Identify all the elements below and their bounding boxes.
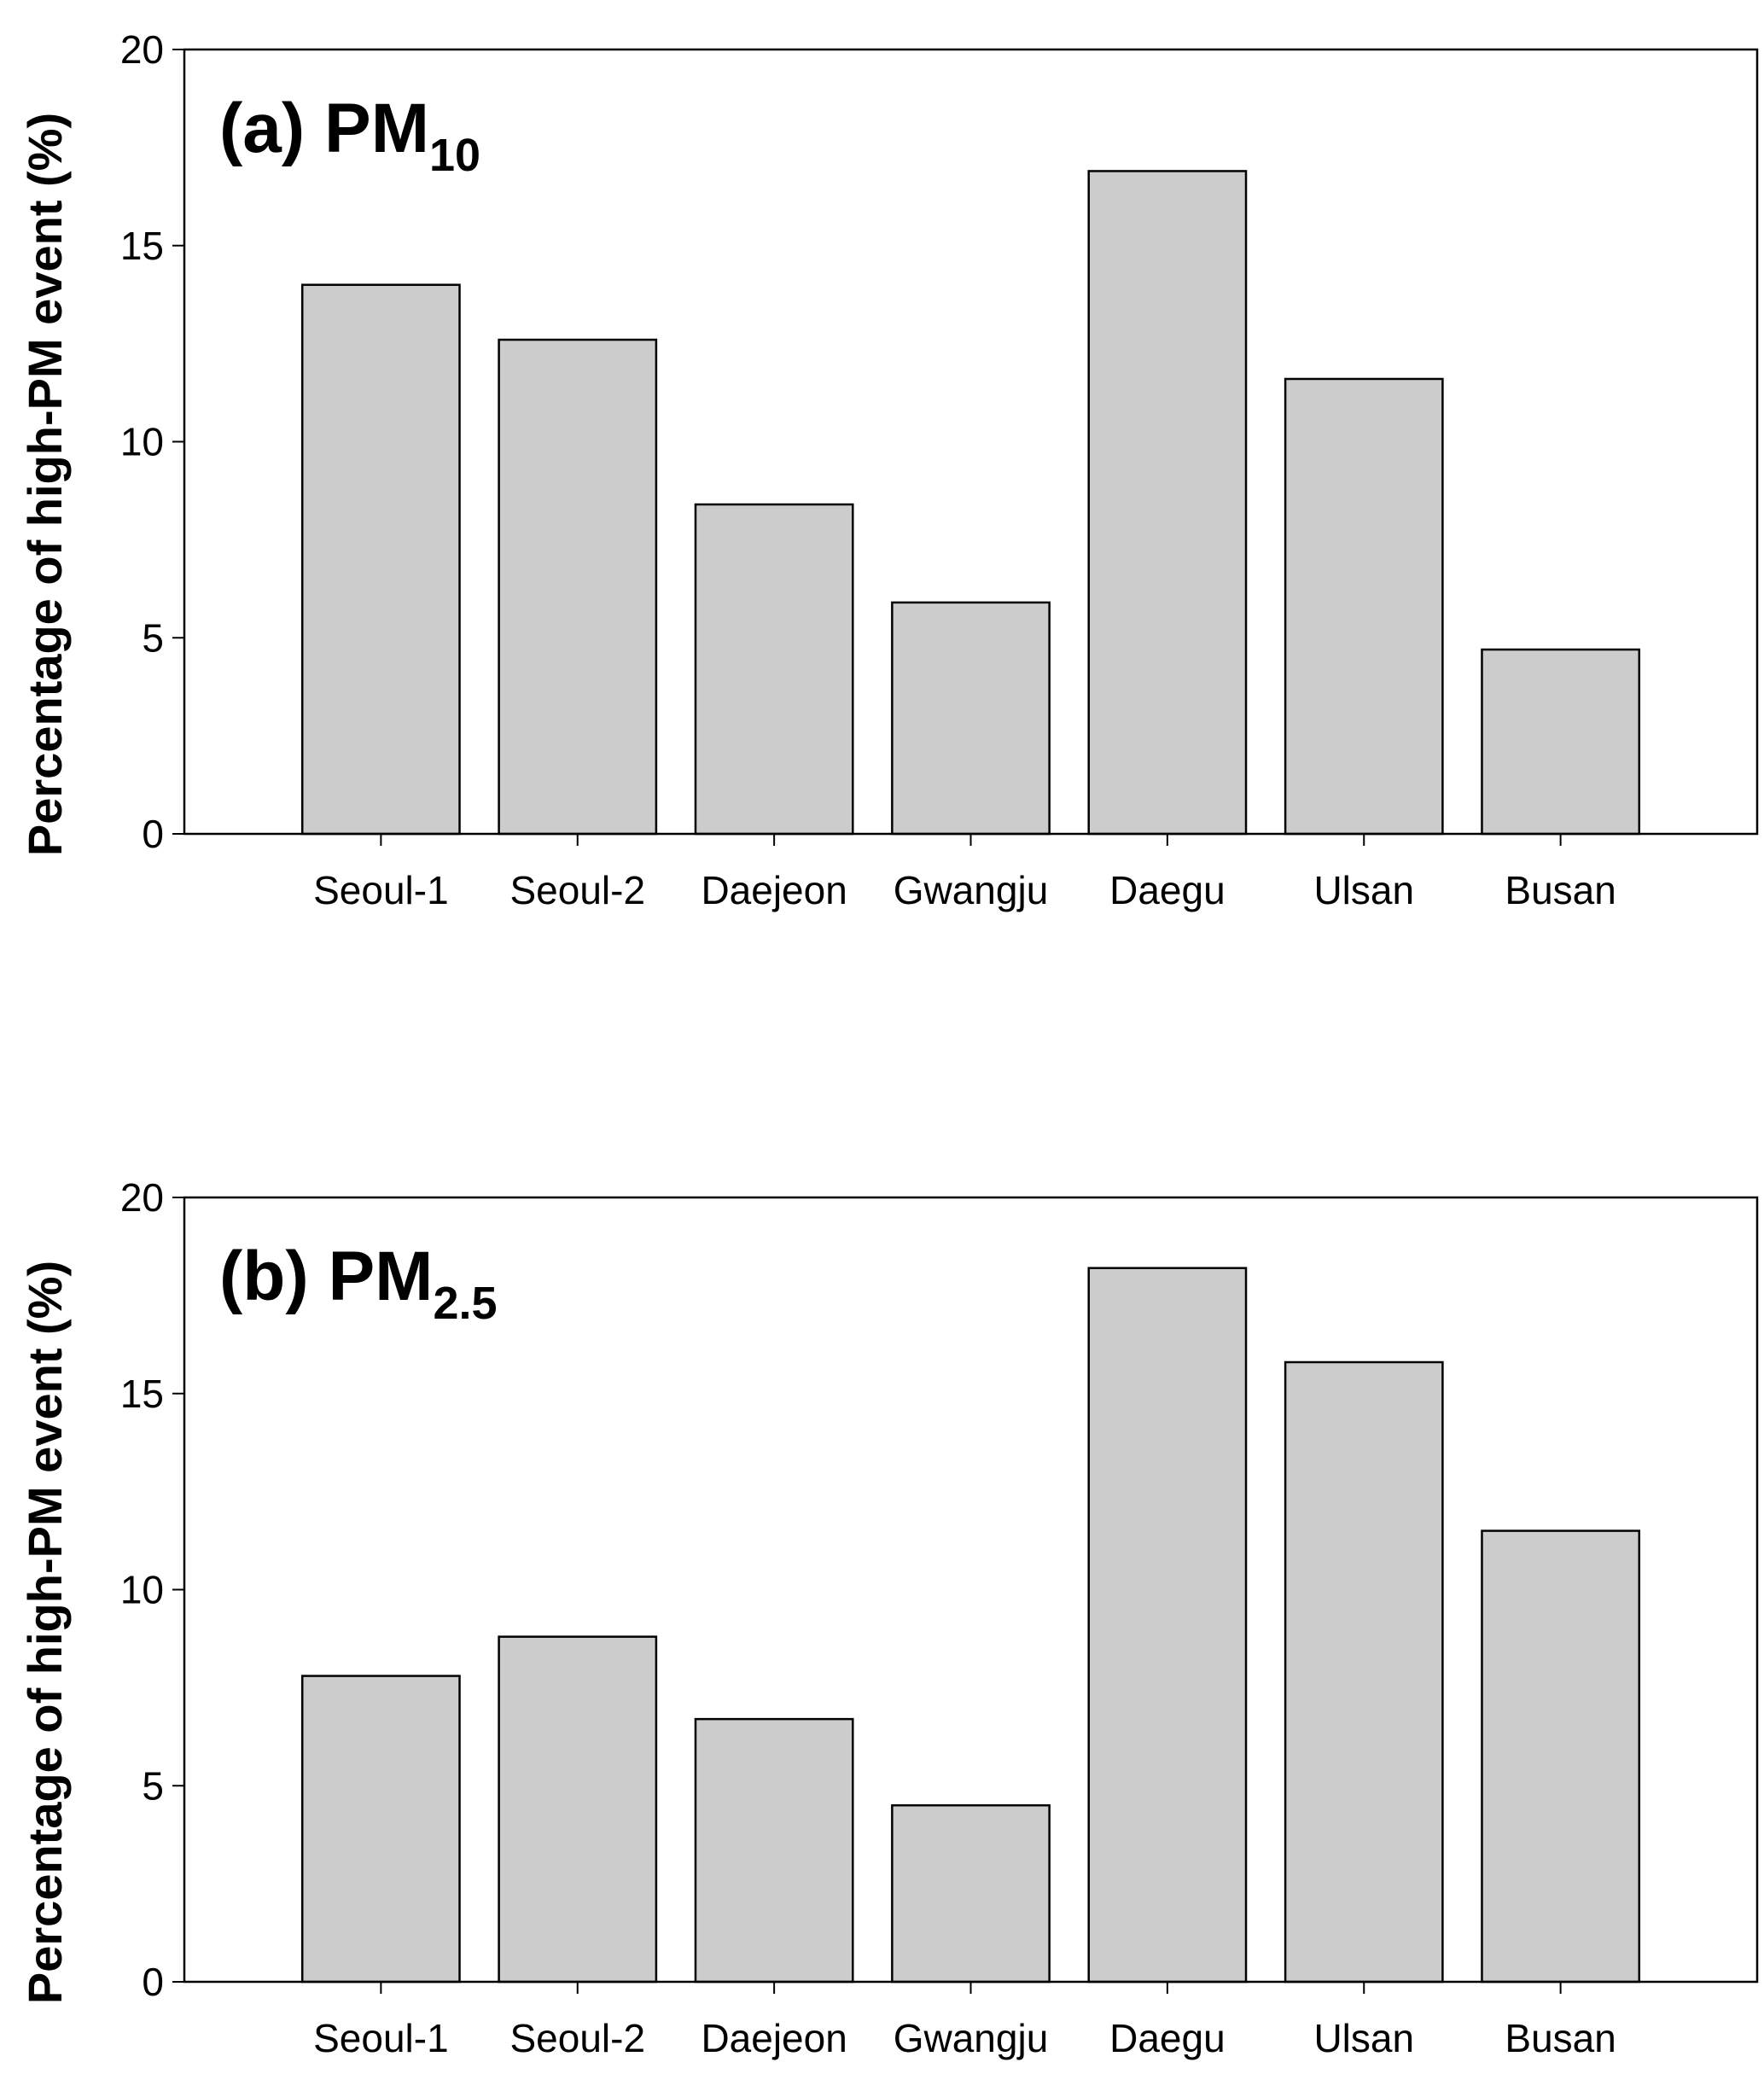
panel-title: (b) PM2.5	[219, 1238, 498, 1329]
x-tick-label: Ulsan	[1313, 2016, 1414, 2060]
x-tick-label: Seoul-2	[509, 2016, 645, 2060]
plot-frame	[183, 1196, 1759, 1984]
panel-title-subscript: 2.5	[433, 1278, 497, 1329]
panel-title-subscript: 10	[429, 130, 480, 181]
y-tick-label: 0	[142, 812, 164, 856]
x-tick-label: Seoul-1	[313, 2016, 449, 2060]
y-tick-label: 15	[120, 1372, 164, 1416]
bar	[694, 1717, 854, 1984]
bar	[891, 1803, 1051, 1984]
x-tick-label: Ulsan	[1313, 868, 1414, 912]
x-tick-label: Busan	[1505, 868, 1616, 912]
x-tick-label: Seoul-2	[509, 868, 645, 912]
bar	[1481, 1529, 1641, 1984]
panel-title: (a) PM10	[219, 90, 480, 181]
bar	[1087, 1267, 1248, 1984]
bar	[300, 283, 461, 836]
x-tick-label: Daegu	[1109, 868, 1225, 912]
bar	[300, 1675, 461, 1984]
x-tick-label: Daegu	[1109, 2016, 1225, 2060]
panel-title-main: (b) PM	[219, 1238, 433, 1315]
bar	[1481, 648, 1641, 836]
panel-title-main: (a) PM	[219, 90, 429, 167]
y-tick-label: 20	[120, 1175, 164, 1220]
bar	[891, 601, 1051, 836]
y-tick-label: 20	[120, 27, 164, 72]
bar	[498, 1635, 658, 1984]
x-tick-label: Gwangju	[894, 2016, 1049, 2060]
y-tick-label: 5	[142, 615, 164, 660]
x-tick-label: Daejeon	[701, 868, 847, 912]
bar	[498, 338, 658, 836]
y-tick-label: 10	[120, 420, 164, 464]
bar	[694, 503, 854, 836]
y-tick-label: 10	[120, 1568, 164, 1612]
y-axis-label: Percentage of high-PM event (%)	[18, 1261, 72, 2004]
y-tick-label: 0	[142, 1960, 164, 2004]
bar	[1284, 1360, 1444, 1984]
plot-frame	[183, 48, 1759, 836]
x-tick-label: Gwangju	[894, 868, 1049, 912]
y-tick-label: 5	[142, 1763, 164, 1808]
x-tick-label: Busan	[1505, 2016, 1616, 2060]
x-tick-label: Daejeon	[701, 2016, 847, 2060]
y-axis-label: Percentage of high-PM event (%)	[18, 113, 72, 856]
y-tick-label: 15	[120, 224, 164, 268]
x-tick-label: Seoul-1	[313, 868, 449, 912]
bar	[1284, 377, 1444, 836]
bar	[1087, 170, 1248, 836]
